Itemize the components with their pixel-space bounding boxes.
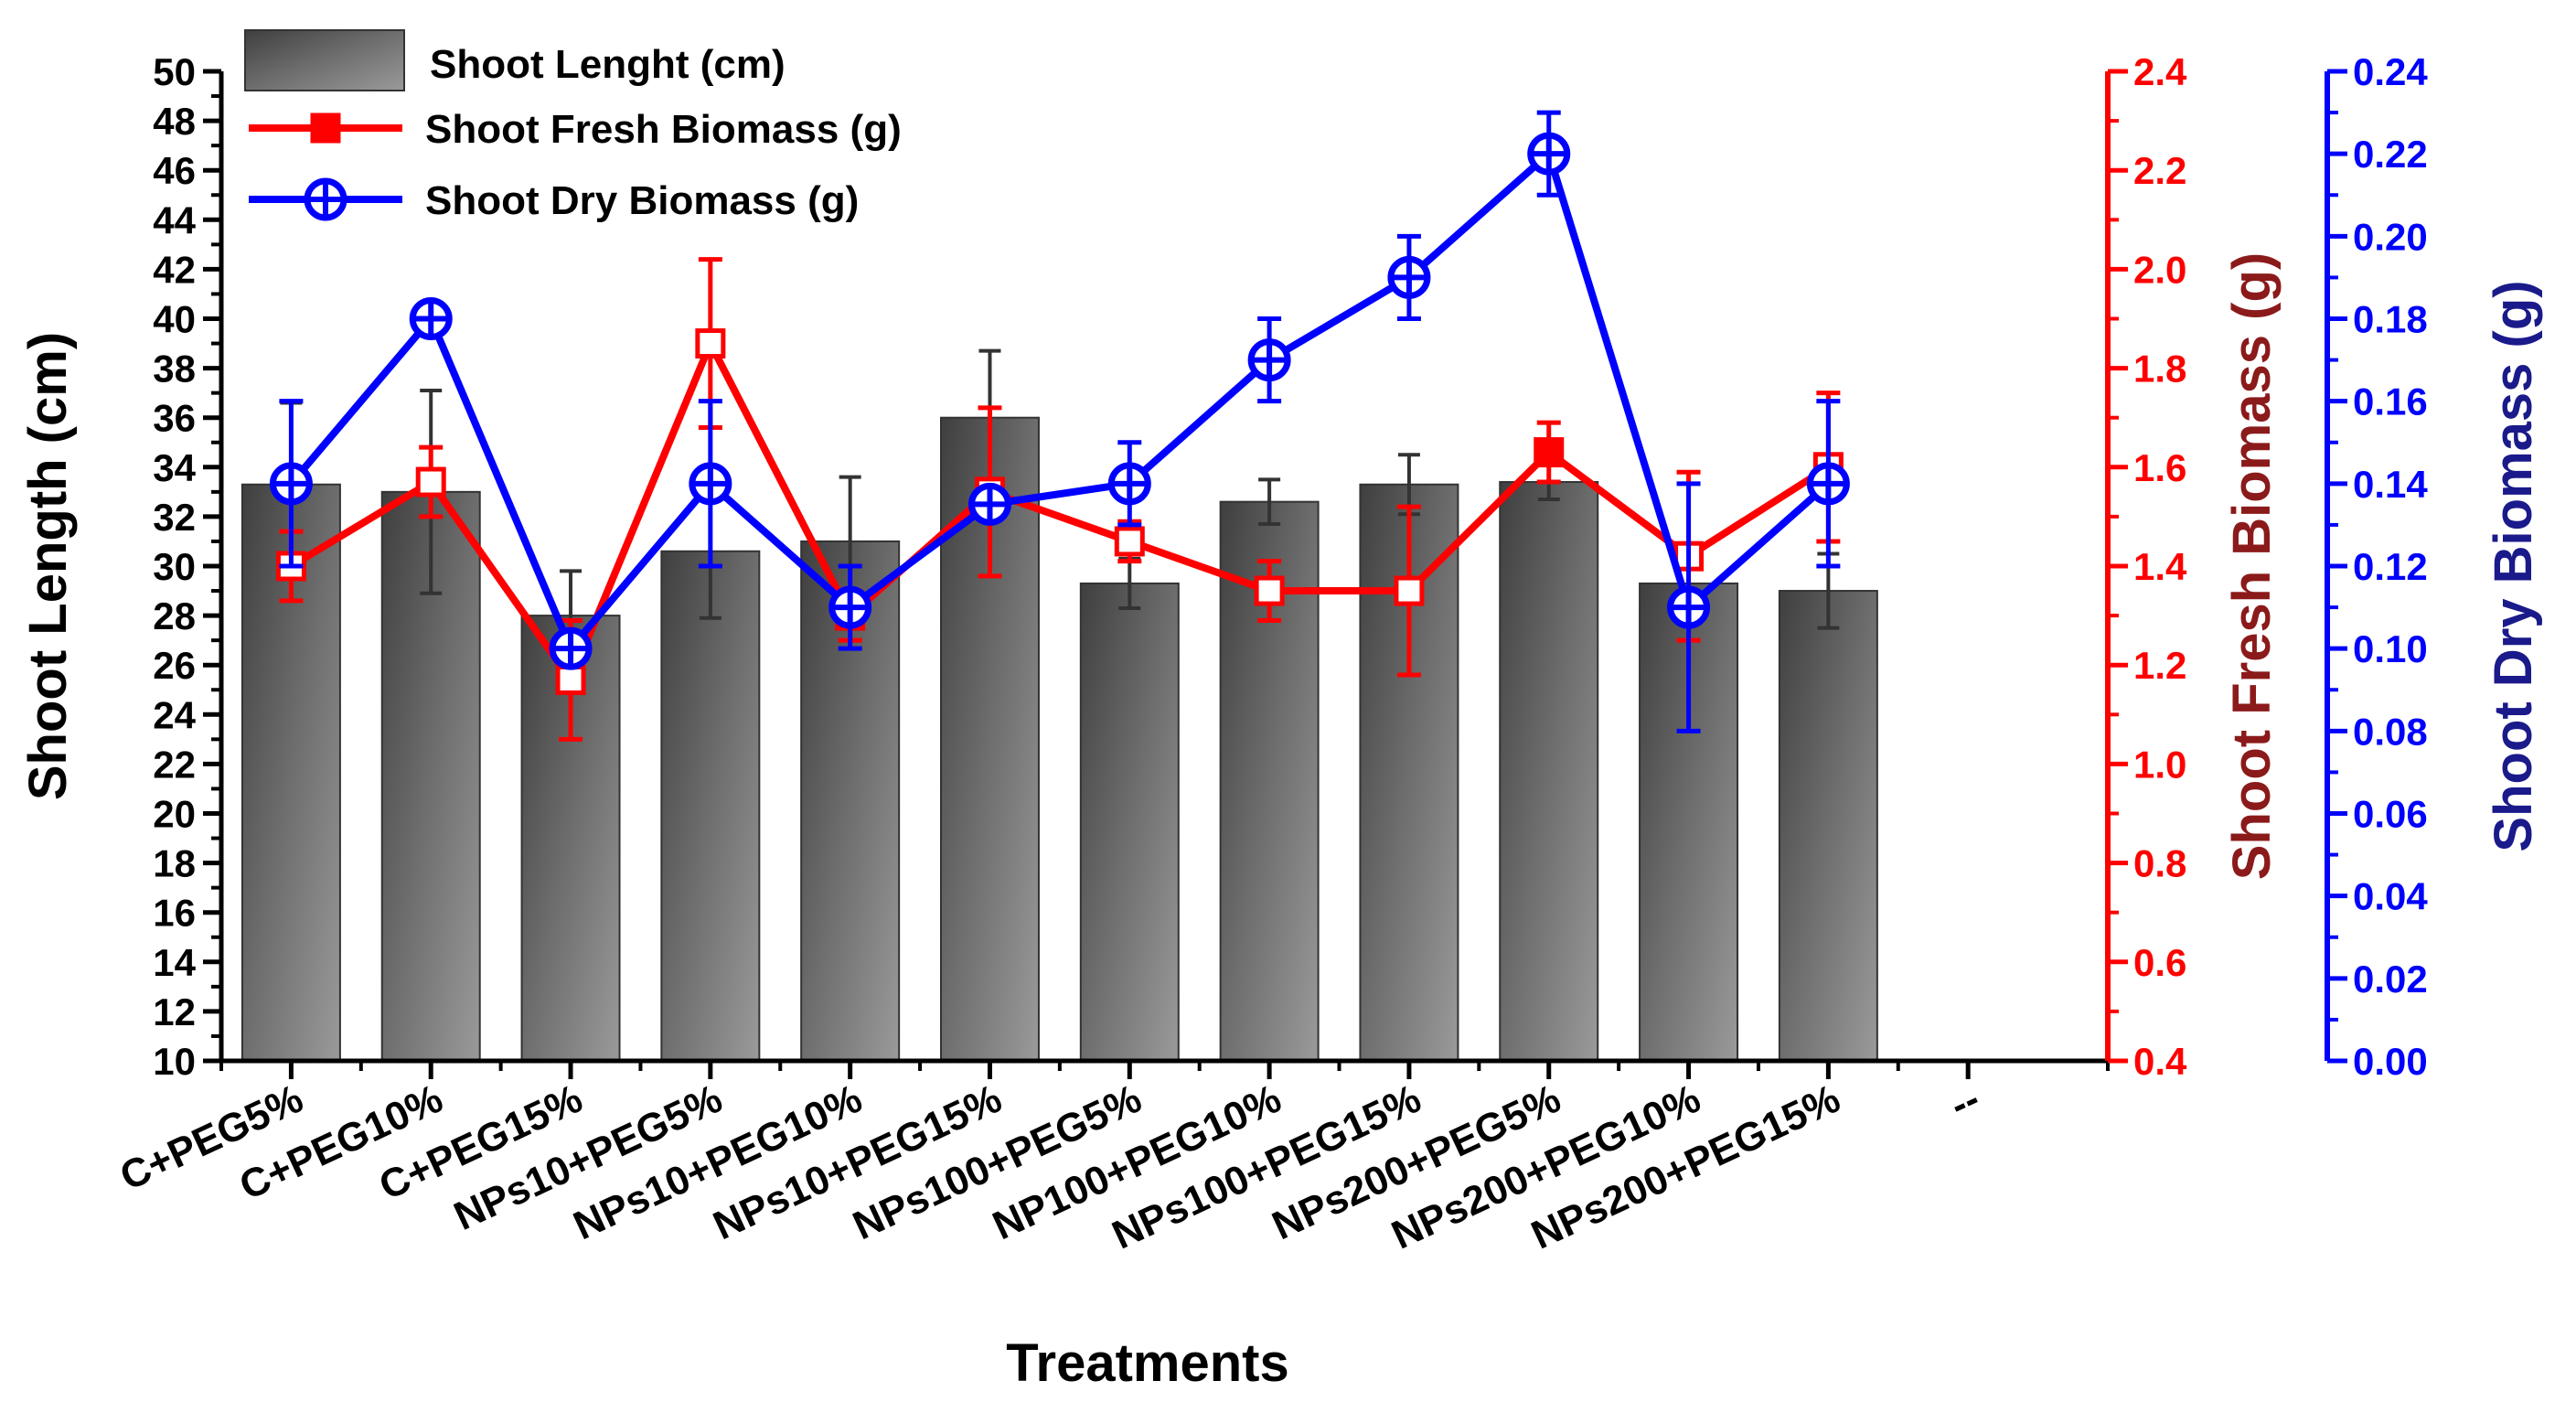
lines-layer bbox=[269, 110, 1850, 742]
fresh-biomass-point-4 bbox=[695, 328, 726, 359]
legend-label-shoot-length: Shoot Lenght (cm) bbox=[430, 42, 786, 87]
fresh-biomass-tick-label: 1.2 bbox=[2133, 644, 2186, 687]
left-tick-label: 34 bbox=[153, 446, 196, 489]
dry-biomass-point-6 bbox=[967, 482, 1011, 526]
left-tick-label: 44 bbox=[153, 198, 196, 241]
left-tick-label: 30 bbox=[153, 545, 196, 588]
legend: Shoot Lenght (cm) Shoot Fresh Biomass (g)… bbox=[244, 29, 902, 223]
left-tick-label: 32 bbox=[153, 496, 196, 539]
dry-biomass-tick-label: 0.20 bbox=[2353, 215, 2428, 258]
x-axis-title: Treatments bbox=[1006, 1333, 1288, 1393]
left-tick-label: 50 bbox=[153, 50, 196, 93]
fresh-biomass-tick-label: 0.6 bbox=[2133, 941, 2186, 984]
left-tick-label: 28 bbox=[153, 594, 196, 637]
dry-biomass-tick-label: 0.02 bbox=[2353, 958, 2428, 1001]
bar-7 bbox=[1079, 582, 1180, 1062]
dry-biomass-point-8 bbox=[1247, 338, 1291, 382]
dry-biomass-tick-label: 0.00 bbox=[2353, 1040, 2428, 1083]
fresh-biomass-point-9 bbox=[1394, 575, 1425, 606]
dry-biomass-tick-label: 0.16 bbox=[2353, 380, 2428, 423]
dry-biomass-point-10 bbox=[1527, 132, 1571, 176]
left-tick-label: 36 bbox=[153, 397, 196, 440]
fresh-biomass-point-2 bbox=[415, 466, 446, 498]
bar-12 bbox=[1778, 590, 1878, 1062]
legend-label-fresh-biomass: Shoot Fresh Biomass (g) bbox=[425, 107, 902, 152]
left-tick-label: 10 bbox=[153, 1040, 196, 1083]
left-tick-label: 12 bbox=[153, 990, 196, 1033]
dry-biomass-tick-label: 0.22 bbox=[2353, 133, 2428, 176]
dry-biomass-point-2 bbox=[409, 297, 453, 340]
dry-biomass-axis-title: Shoot Dry Biomass (g) bbox=[2484, 280, 2543, 851]
left-tick-label: 14 bbox=[153, 941, 196, 984]
fresh-biomass-tick-label: 1.0 bbox=[2133, 743, 2186, 786]
fresh-biomass-point-8 bbox=[1254, 575, 1285, 606]
left-tick-label: 20 bbox=[153, 793, 196, 836]
dry-biomass-point-3 bbox=[549, 626, 593, 670]
dry-biomass-point-9 bbox=[1387, 255, 1431, 299]
left-tick-label: 22 bbox=[153, 743, 196, 786]
fresh-biomass-tick-label: 0.4 bbox=[2133, 1040, 2187, 1083]
left-tick-label: 24 bbox=[153, 693, 196, 736]
dry-biomass-point-5 bbox=[828, 585, 872, 629]
left-tick-label: 16 bbox=[153, 892, 196, 935]
bar-10 bbox=[1499, 481, 1599, 1062]
left-axis-title: Shoot Length (cm) bbox=[18, 332, 78, 800]
dry-biomass-point-4 bbox=[689, 462, 732, 506]
fresh-biomass-tick-label: 2.2 bbox=[2133, 149, 2186, 192]
left-tick-label: 38 bbox=[153, 348, 196, 391]
dry-biomass-tick-label: 0.18 bbox=[2353, 298, 2428, 341]
left-tick-label: 26 bbox=[153, 644, 196, 687]
dry-biomass-tick-label: 0.04 bbox=[2353, 875, 2428, 918]
fresh-biomass-point-3 bbox=[555, 664, 586, 695]
legend-bar-swatch bbox=[244, 29, 405, 91]
left-tick-label: 40 bbox=[153, 298, 196, 341]
dry-biomass-point-12 bbox=[1806, 462, 1850, 506]
bar-4 bbox=[660, 550, 761, 1062]
fresh-biomass-tick-label: 1.6 bbox=[2133, 446, 2186, 489]
dry-biomass-tick-label: 0.14 bbox=[2353, 463, 2428, 506]
legend-fresh-marker bbox=[310, 112, 341, 144]
dry-biomass-tick-label: 0.10 bbox=[2353, 627, 2428, 670]
dry-biomass-point-11 bbox=[1667, 585, 1711, 629]
fresh-biomass-point-10 bbox=[1534, 437, 1565, 468]
left-tick-label: 48 bbox=[153, 100, 196, 143]
fresh-biomass-axis-title: Shoot Fresh Biomass (g) bbox=[2222, 252, 2282, 880]
fresh-biomass-tick-label: 1.4 bbox=[2133, 545, 2187, 588]
dry-biomass-tick-label: 0.12 bbox=[2353, 545, 2428, 588]
fresh-biomass-tick-label: 2.0 bbox=[2133, 248, 2186, 291]
dry-biomass-tick-label: 0.06 bbox=[2353, 793, 2428, 836]
legend-label-dry-biomass: Shoot Dry Biomass (g) bbox=[425, 178, 859, 223]
dry-biomass-tick-label: 0.08 bbox=[2353, 710, 2428, 753]
dry-biomass-point-1 bbox=[269, 462, 313, 506]
dry-biomass-tick-label: 0.24 bbox=[2353, 50, 2428, 93]
fresh-biomass-tick-label: 1.8 bbox=[2133, 348, 2186, 391]
axes-layer bbox=[203, 69, 2347, 1079]
left-tick-label: 18 bbox=[153, 842, 196, 885]
dry-biomass-line bbox=[288, 150, 1832, 653]
fresh-biomass-tick-label: 2.4 bbox=[2133, 50, 2187, 93]
x-tick-label: -- bbox=[1943, 1076, 1986, 1129]
fresh-biomass-tick-label: 0.8 bbox=[2133, 842, 2186, 885]
left-tick-label: 46 bbox=[153, 149, 196, 192]
dry-biomass-point-7 bbox=[1107, 462, 1151, 506]
fresh-biomass-point-7 bbox=[1114, 526, 1145, 557]
fresh-biomass-line bbox=[289, 339, 1831, 684]
left-tick-label: 42 bbox=[153, 248, 196, 291]
